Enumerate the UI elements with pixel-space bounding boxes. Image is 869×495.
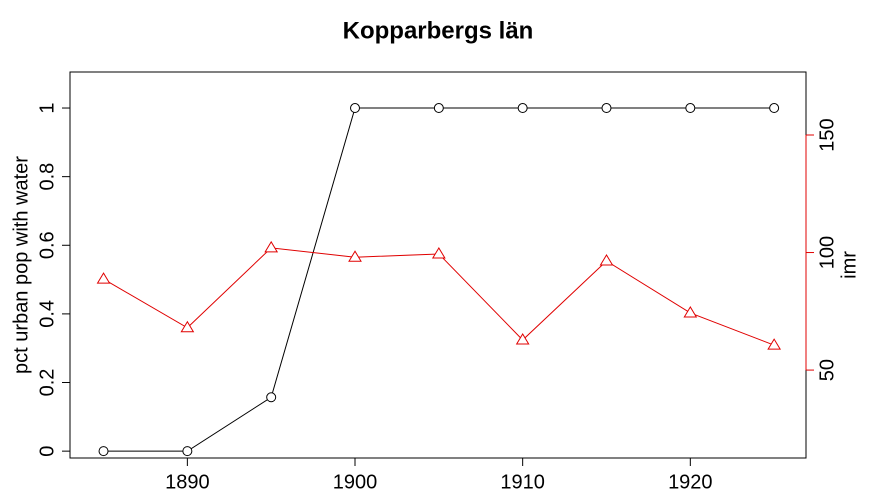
y2-tick-label: 100 <box>816 236 838 269</box>
point-marker <box>599 254 614 266</box>
point-marker <box>683 305 698 318</box>
y-tick-label: 0.6 <box>36 231 58 259</box>
x-tick-label: 1910 <box>500 471 545 493</box>
point-marker <box>515 333 530 345</box>
chart-title: Kopparbergs län <box>343 17 534 44</box>
point-marker <box>769 103 780 114</box>
point-marker <box>433 103 444 114</box>
point-marker <box>264 240 279 253</box>
point-marker <box>431 246 446 259</box>
series-line <box>103 247 775 346</box>
point-marker <box>96 272 111 284</box>
point-marker <box>266 392 277 403</box>
y2-tick-label: 50 <box>816 359 838 381</box>
y2-axis-label: imr <box>838 251 860 279</box>
x-tick-label: 1900 <box>333 471 378 493</box>
y-axis-label: pct urban pop with water <box>10 156 32 374</box>
point-marker <box>685 103 696 114</box>
x-tick-label: 1890 <box>165 471 210 493</box>
series-line <box>103 107 775 452</box>
point-marker <box>98 446 109 457</box>
point-marker <box>767 338 782 350</box>
y-tick-label: 0.4 <box>36 300 58 328</box>
point-marker <box>601 103 612 114</box>
point-marker <box>348 250 362 262</box>
plot-frame <box>69 71 807 459</box>
y-tick-label: 0.2 <box>36 369 58 397</box>
y2-tick-label: 150 <box>816 118 838 151</box>
x-tick-label: 1920 <box>668 471 713 493</box>
y-tick-label: 1 <box>36 102 58 113</box>
y-tick-label: 0.8 <box>36 163 58 191</box>
point-marker <box>180 320 195 333</box>
point-marker <box>350 103 361 114</box>
point-marker <box>182 446 193 457</box>
y-tick-label: 0 <box>36 446 58 457</box>
point-marker <box>517 103 528 114</box>
